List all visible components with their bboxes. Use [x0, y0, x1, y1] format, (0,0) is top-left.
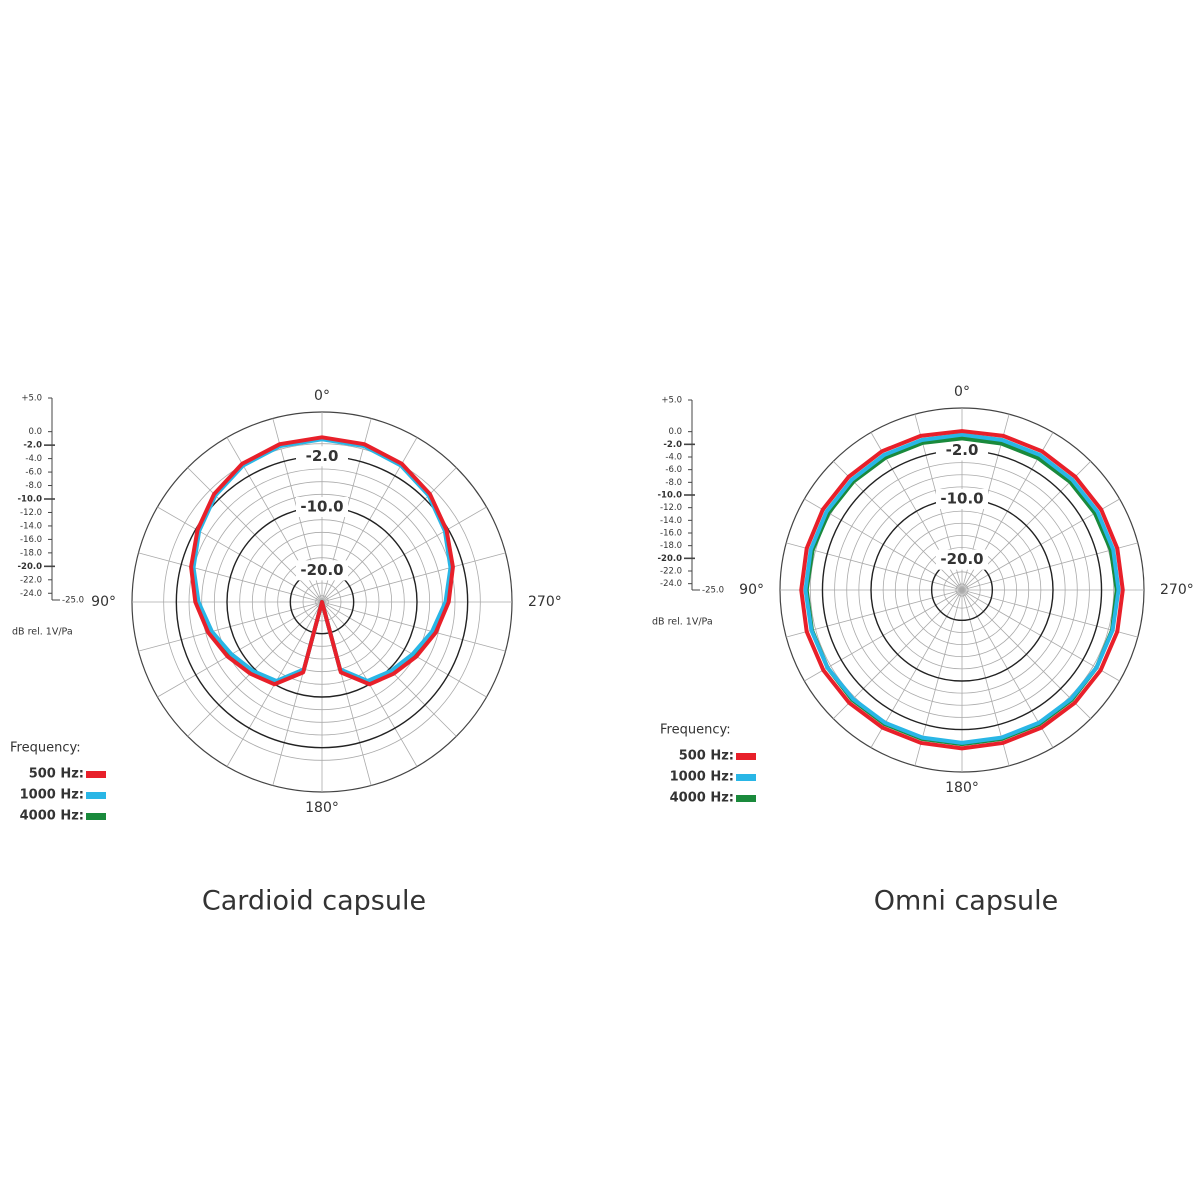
scale-label: -14.0: [20, 521, 42, 531]
ring-label-bg: [296, 560, 348, 581]
scale-label: +5.0: [661, 396, 682, 406]
scale-label: -22.0: [660, 567, 682, 577]
scale-label: -2.0: [23, 441, 42, 451]
legend-swatch: [86, 792, 106, 799]
scale-label: -4.0: [665, 453, 682, 463]
ring-label-bg: [936, 440, 988, 461]
scale-label: -18.0: [660, 541, 682, 551]
ring-label-bg: [296, 497, 348, 517]
angle-label: 0°: [954, 384, 970, 400]
ring-label-bg: [936, 549, 988, 570]
scale-label: -12.0: [660, 503, 682, 513]
scale-label: -24.0: [20, 589, 42, 599]
angle-label: 270°: [528, 594, 562, 610]
ring-label: -10.0: [940, 490, 983, 508]
angle-label: 180°: [945, 780, 979, 796]
ring-label-bg: [936, 489, 988, 509]
legend-label: 1000 Hz:: [670, 770, 734, 785]
scale-label: -25.0: [62, 596, 84, 606]
legend-title: Frequency:: [10, 741, 81, 756]
ring-label: -2.0: [306, 447, 339, 465]
scale-label: -14.0: [660, 516, 682, 526]
legend-swatch: [736, 753, 756, 760]
ring-label: -20.0: [940, 550, 983, 568]
legend-swatch: [86, 813, 106, 820]
scale-label: -18.0: [20, 548, 42, 558]
scale-label: -8.0: [665, 478, 682, 488]
legend-label: 4000 Hz:: [20, 809, 84, 824]
scale-label: -25.0: [702, 586, 724, 596]
legend-label: 500 Hz:: [679, 749, 734, 764]
ring-label-bg: [296, 446, 348, 467]
legend-title: Frequency:: [660, 723, 731, 738]
ring-label: -20.0: [300, 561, 343, 579]
scale-label: -2.0: [663, 440, 682, 450]
scale-label: -16.0: [660, 529, 682, 539]
ring-label: -2.0: [946, 441, 979, 459]
angle-label: 0°: [314, 388, 330, 404]
scale-axis-label: dB rel. 1V/Pa: [652, 617, 713, 628]
scale-label: -8.0: [25, 481, 42, 491]
angle-label: 90°: [91, 594, 116, 610]
scale-label: -16.0: [20, 535, 42, 545]
scale-label: -6.0: [665, 465, 682, 475]
ring-label: -10.0: [300, 498, 343, 516]
scale-label: -20.0: [658, 554, 683, 564]
scale-label: +5.0: [21, 394, 42, 404]
pattern-line: [189, 435, 455, 687]
scale-label: -24.0: [660, 579, 682, 589]
scale-axis-label: dB rel. 1V/Pa: [12, 627, 73, 638]
angle-label: 180°: [305, 800, 339, 816]
scale-label: -10.0: [658, 491, 683, 501]
scale-label: 0.0: [28, 427, 42, 437]
chart-caption: Omni capsule: [874, 886, 1059, 917]
legend-label: 500 Hz:: [29, 767, 84, 782]
scale-label: 0.0: [668, 427, 682, 437]
angle-label: 270°: [1160, 582, 1194, 598]
legend-label: 4000 Hz:: [670, 791, 734, 806]
scale-label: -4.0: [25, 454, 42, 464]
angle-label: 90°: [739, 582, 764, 598]
pattern-line: [803, 432, 1121, 745]
legend-swatch: [736, 795, 756, 802]
scale-label: -22.0: [20, 575, 42, 585]
scale-label: -6.0: [25, 468, 42, 478]
scale-label: -12.0: [20, 508, 42, 518]
legend-swatch: [86, 771, 106, 778]
legend-label: 1000 Hz:: [20, 788, 84, 803]
chart-caption: Cardioid capsule: [202, 886, 426, 917]
scale-label: -20.0: [18, 562, 43, 572]
pattern-line: [799, 429, 1125, 751]
legend-swatch: [736, 774, 756, 781]
scale-label: -10.0: [18, 495, 43, 505]
